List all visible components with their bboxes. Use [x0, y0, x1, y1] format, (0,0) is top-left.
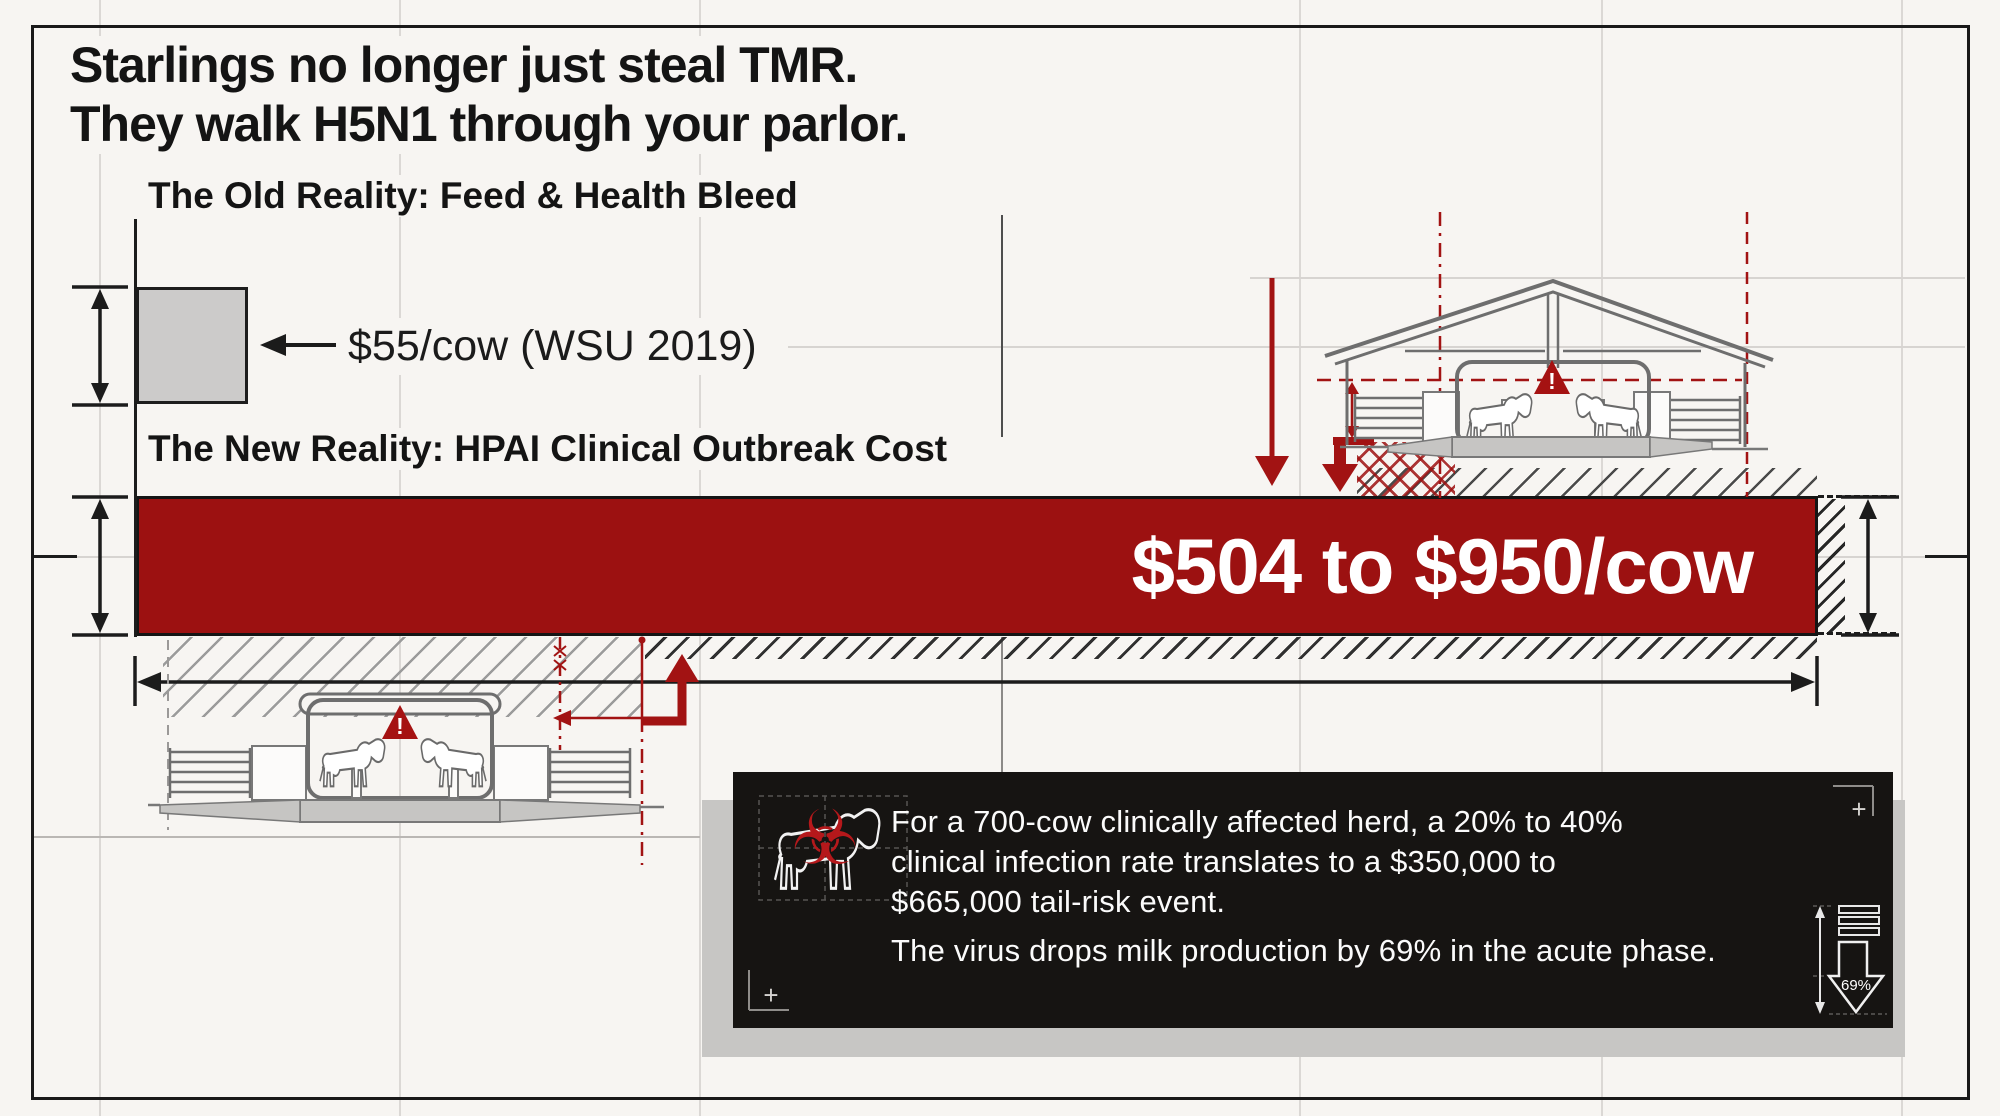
- left-arrow-icon: [260, 334, 336, 356]
- gridline-h: [788, 346, 1965, 348]
- old-cost-bar: [136, 287, 248, 404]
- warning-triangle-icon: [382, 705, 418, 739]
- barn-cross-section-top: !: [1255, 212, 1774, 498]
- cow-icon: [773, 808, 881, 890]
- info-box: ☣ For a 700-cow clinically affected herd…: [733, 772, 1893, 1028]
- dimension-arrow-red-bar-right: [1841, 495, 1899, 637]
- cow-icon: [319, 738, 386, 788]
- drafting-line: [1001, 637, 1003, 772]
- red-annotation-cluster: [553, 636, 699, 750]
- red-thick-down-arrow: [1322, 464, 1358, 492]
- arrow-badge-label: 69%: [1841, 977, 1871, 994]
- stall-frame: [306, 698, 494, 800]
- corner-mark-top-right: +: [1833, 785, 1874, 824]
- info-line-2: clinical infection rate translates to a …: [891, 844, 1557, 879]
- gridline-v: [1901, 0, 1903, 1116]
- info-box-text: For a 700-cow clinically affected herd, …: [891, 802, 1791, 971]
- svg-text:!: !: [1548, 368, 1556, 394]
- title-line-1: Starlings no longer just steal TMR.: [70, 37, 858, 93]
- cow-icon: [420, 738, 487, 788]
- hpai-cost-bar: $504 to $950/cow: [136, 496, 1818, 636]
- gridline-h: [1250, 277, 1965, 279]
- svg-text:+: +: [763, 980, 778, 1010]
- new-reality-heading: The New Reality: HPAI Clinical Outbreak …: [148, 428, 960, 470]
- drafting-line: [1001, 215, 1003, 437]
- info-secondary-line: The virus drops milk production by 69% i…: [891, 933, 1716, 968]
- gridline-h: [33, 836, 700, 838]
- down-arrow-outline: [1826, 940, 1886, 1015]
- barn-structure: [1324, 278, 1774, 447]
- blueprint-frame: [31, 25, 1970, 1100]
- title-line-2: They walk H5N1 through your parlor.: [70, 96, 908, 152]
- milk-drop-arrow-icon: 69%: [1813, 905, 1887, 1015]
- old-cost-annotation: $55/cow (WSU 2019): [346, 318, 767, 375]
- blueprint-guides: [758, 795, 908, 901]
- hatch-strip-bar-end: [1818, 499, 1845, 634]
- corner-mark-bottom-left: +: [748, 970, 789, 1011]
- warning-triangle-icon: [1534, 360, 1570, 394]
- barn-structure: [168, 748, 632, 798]
- barn-cross-section-bottom: !: [148, 640, 664, 865]
- dimension-arrow-red-bar-left: [72, 495, 128, 637]
- biohazard-icon: ☣: [791, 793, 860, 882]
- old-reality-heading: The Old Reality: Feed & Health Bleed: [148, 175, 810, 217]
- gridline-h: [1817, 556, 1928, 558]
- chart-axis: [134, 219, 137, 637]
- hpai-cost-bar-label: $504 to $950/cow: [1131, 521, 1754, 610]
- info-line-3: $665,000 tail-risk event.: [891, 884, 1226, 919]
- page-title: Starlings no longer just steal TMR. They…: [70, 36, 922, 154]
- svg-text:+: +: [1851, 794, 1866, 824]
- info-line-1: For a 700-cow clinically affected herd, …: [891, 804, 1623, 839]
- dimension-line-bar-width: [133, 656, 1819, 706]
- dimension-arrow-old-bar: [72, 285, 128, 407]
- cow-biohazard-figure: ☣: [753, 788, 915, 928]
- gridline-h: [75, 556, 136, 558]
- hatch-band-below-bar: [645, 637, 1817, 659]
- gate-panel: [1422, 391, 1460, 443]
- reference-line: [1925, 555, 1967, 558]
- svg-text:!: !: [396, 713, 404, 739]
- red-down-arrow: [1269, 278, 1275, 458]
- reference-line: [33, 555, 77, 558]
